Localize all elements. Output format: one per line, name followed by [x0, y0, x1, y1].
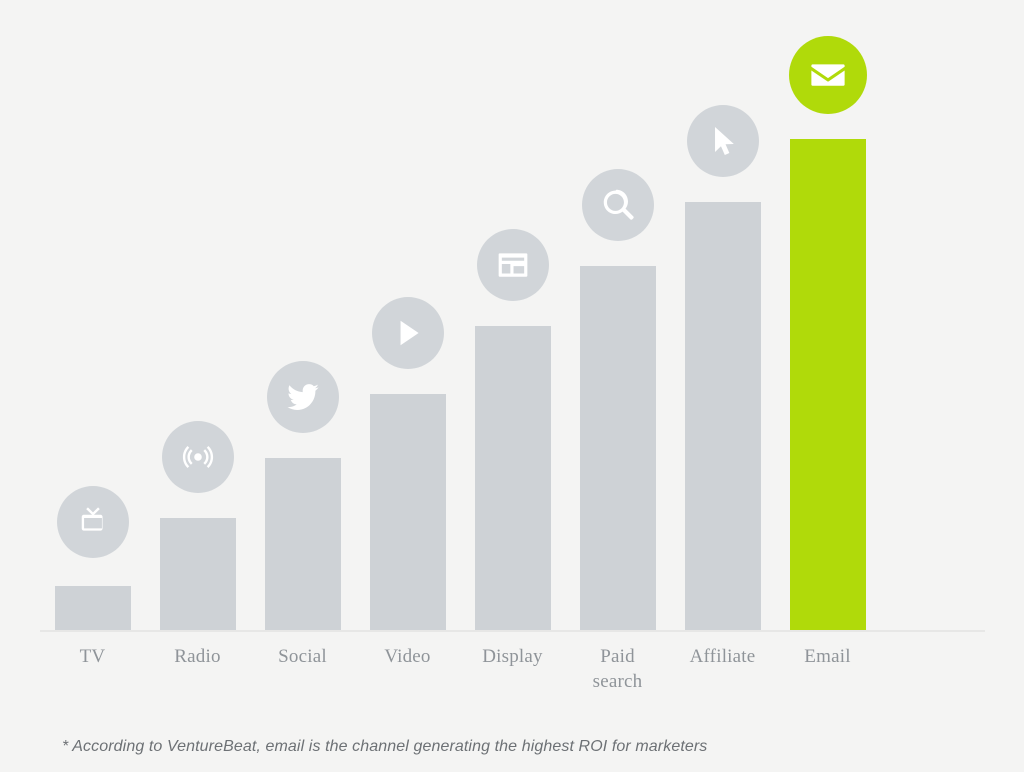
- axis-label-video-line1: Video: [384, 646, 431, 667]
- bar-group-paid-search: [565, 28, 670, 632]
- axis-label-tv-line1: TV: [79, 646, 106, 667]
- radio-icon: [161, 421, 234, 493]
- bar-radio: [160, 518, 236, 632]
- bar-group-display: [460, 28, 565, 632]
- bar-group-affiliate: [670, 28, 775, 632]
- category-axis: TV Radio Social Video Display Paid searc…: [40, 644, 985, 714]
- bar-display: [475, 326, 551, 632]
- axis-baseline: [40, 630, 985, 632]
- axis-label-affiliate: Affiliate: [670, 644, 775, 669]
- search-icon: [581, 169, 654, 241]
- axis-label-tv: TV: [40, 644, 145, 669]
- bar-group-email: [775, 28, 880, 632]
- browser-window-icon: [476, 229, 549, 301]
- axis-label-email-line1: Email: [804, 646, 851, 667]
- tv-icon: [56, 486, 129, 558]
- bar-group-social: [250, 28, 355, 632]
- bar-affiliate: [685, 202, 761, 632]
- axis-label-email: Email: [775, 644, 880, 669]
- axis-label-paid-search-line2: search: [592, 671, 643, 692]
- chart-footnote: * According to VentureBeat, email is the…: [62, 738, 708, 755]
- axis-label-paid-search: Paid search: [565, 644, 670, 694]
- axis-label-paid-search-line1: Paid: [600, 646, 635, 667]
- axis-label-display-line1: Display: [482, 646, 543, 667]
- bar-group-tv: [40, 28, 145, 632]
- envelope-icon: [788, 36, 867, 114]
- axis-label-radio: Radio: [145, 644, 250, 669]
- bar-video: [370, 394, 446, 632]
- axis-label-social-line1: Social: [278, 646, 327, 667]
- twitter-icon: [266, 361, 339, 433]
- bar-email: [790, 139, 866, 632]
- axis-label-social: Social: [250, 644, 355, 669]
- cursor-arrow-icon: [686, 105, 759, 177]
- bar-group-radio: [145, 28, 250, 632]
- play-icon: [371, 297, 444, 369]
- bar-social: [265, 458, 341, 632]
- chart-plot-area: [40, 28, 985, 632]
- bar-paid-search: [580, 266, 656, 632]
- axis-label-affiliate-line1: Affiliate: [689, 646, 756, 667]
- axis-label-display: Display: [460, 644, 565, 669]
- axis-label-video: Video: [355, 644, 460, 669]
- axis-label-radio-line1: Radio: [174, 646, 221, 667]
- bar-group-video: [355, 28, 460, 632]
- bar-tv: [55, 586, 131, 632]
